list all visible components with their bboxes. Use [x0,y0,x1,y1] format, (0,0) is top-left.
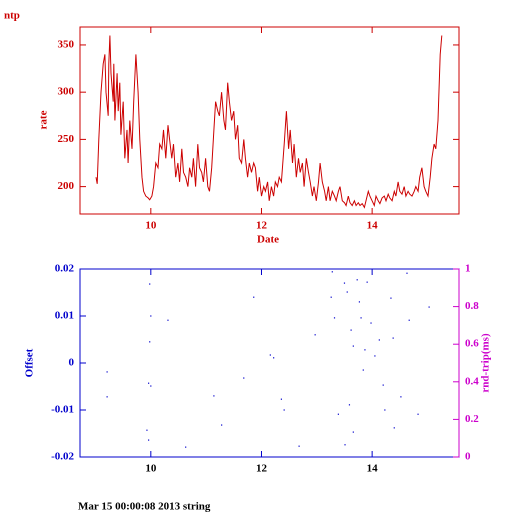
data-point [150,385,152,387]
data-point [356,279,358,281]
data-point [221,424,223,426]
data-point [343,282,346,284]
data-point [213,395,215,397]
y-tick-label: 0.02 [55,263,75,275]
data-point [106,371,108,373]
data-point [392,337,394,339]
data-point [106,396,108,398]
data-point [384,409,386,411]
y-tick-label: 250 [58,133,75,145]
data-point [330,296,332,298]
data-point [408,319,410,321]
data-point [333,317,336,319]
y2-tick-label: 0.4 [465,375,479,387]
data-point [428,306,430,308]
y-tick-label: 200 [58,180,75,192]
data-point [378,339,380,341]
data-point [382,384,384,386]
y-tick-label: -0.01 [51,404,74,416]
y2-tick-label: 0 [465,451,471,463]
y2-tick-label: 0.2 [465,413,479,425]
data-point [148,439,150,441]
data-point [148,382,150,384]
data-point [417,413,419,415]
data-point [273,357,275,359]
y2-axis-label: rnd-trip(ms) [480,333,492,393]
data-point [358,301,361,303]
x-axis-label: Date [257,234,279,246]
data-point [298,445,300,447]
y-axis-label: rate [38,110,50,129]
data-point [374,355,376,357]
x-tick-label: 10 [145,463,157,475]
data-line [95,35,443,209]
plot-frame [79,268,460,458]
data-point [348,404,351,406]
data-point [350,329,352,331]
data-point [314,334,316,336]
data-point [352,431,354,433]
x-tick-label: 12 [256,463,268,475]
data-point [253,296,255,298]
data-point [283,409,285,411]
y2-tick-label: 0.8 [465,300,479,312]
data-point [146,429,148,431]
data-point [360,317,362,319]
data-point [366,281,368,283]
x-tick-label: 12 [256,220,268,232]
y-tick-label: 0.01 [55,310,74,322]
x-tick-label: 14 [367,220,379,232]
y2-tick-label: 0.6 [465,338,479,350]
data-point [370,322,372,324]
data-point [346,291,348,293]
data-point [400,396,402,398]
data-point [280,398,282,400]
y2-tick-label: 1 [465,263,471,275]
data-point [150,315,152,317]
chart-title: ntp [4,10,20,22]
data-point [352,345,354,347]
data-point [269,354,271,356]
data-point [337,413,339,415]
data-point [364,349,366,351]
y-tick-label: 300 [58,86,75,98]
y-tick-label: -0.02 [51,451,74,463]
data-point [331,271,333,273]
data-point [149,341,151,343]
data-point [243,377,245,379]
data-point [344,444,346,446]
plot-frame [79,26,460,215]
y-axis-label: Offset [24,348,36,377]
data-point [390,297,392,299]
data-point [167,319,169,321]
data-point [393,427,395,429]
data-point [185,446,187,448]
y-tick-label: 0 [69,357,75,369]
x-tick-label: 10 [145,220,157,232]
data-point [362,369,364,371]
data-point [149,283,151,285]
x-tick-label: 14 [367,463,379,475]
footer: Mar 15 00:00:08 2013 string [78,501,211,512]
data-point [406,272,408,274]
y-tick-label: 350 [58,38,75,50]
